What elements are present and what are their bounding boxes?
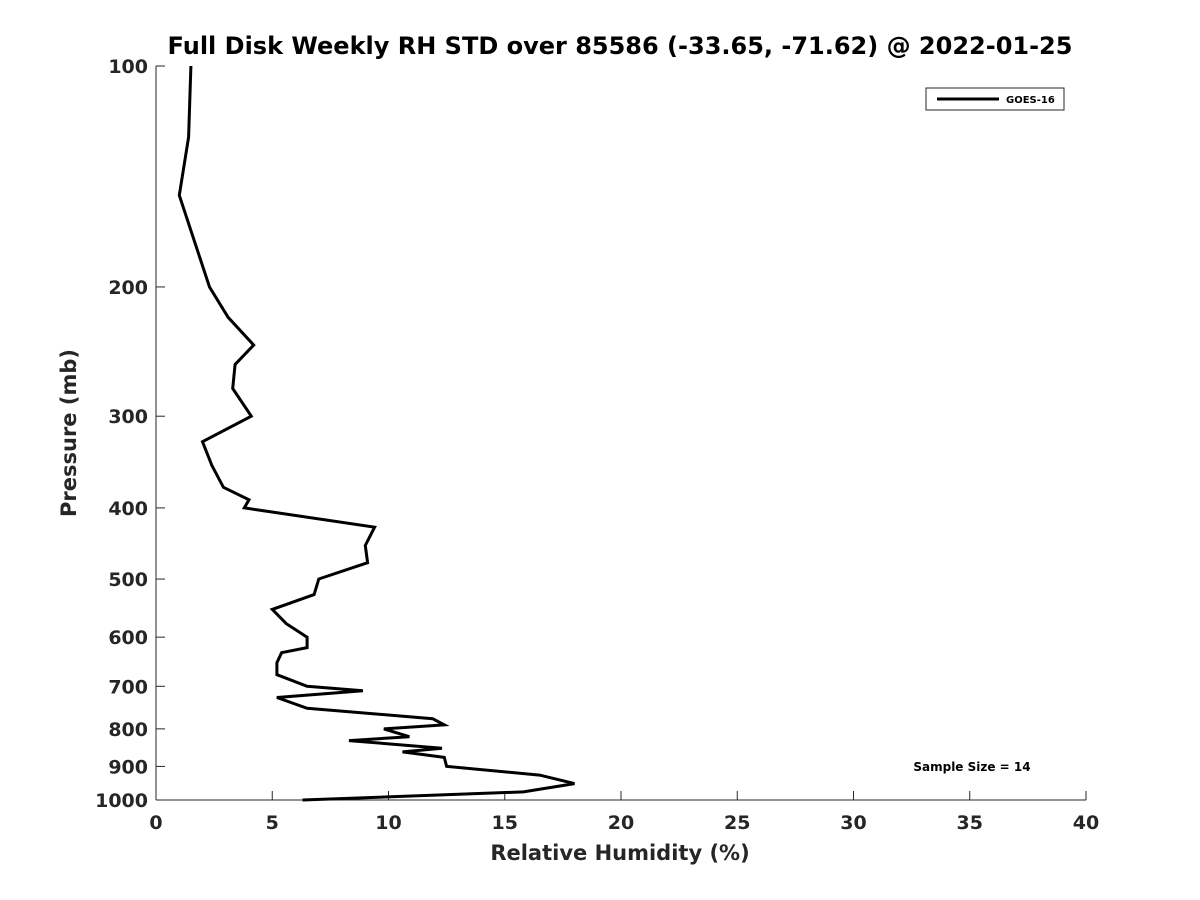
y-tick-label: 700: [108, 676, 148, 698]
x-axis-ticks: 0 5 10 15 20 25 30 35 40: [149, 791, 1099, 834]
y-axis-label: Pressure (mb): [57, 349, 81, 517]
x-tick-label: 35: [957, 812, 983, 834]
y-tick-label: 200: [108, 277, 148, 299]
y-tick-label: 300: [108, 406, 148, 428]
x-tick-label: 10: [375, 812, 401, 834]
y-tick-label: 900: [108, 756, 148, 778]
y-tick-label: 400: [108, 498, 148, 520]
y-tick-label: 600: [108, 627, 148, 649]
y-tick-label: 500: [108, 569, 148, 591]
series-layer: [177, 65, 575, 802]
y-tick-label: 100: [108, 56, 148, 78]
x-tick-label: 5: [266, 812, 279, 834]
x-axis-label: Relative Humidity (%): [490, 841, 749, 865]
x-tick-label: 15: [492, 812, 518, 834]
y-tick-label: 1000: [95, 790, 148, 812]
x-tick-label: 20: [608, 812, 634, 834]
legend-label-goes-16: GOES-16: [1006, 95, 1055, 106]
sample-size-annotation: Sample Size = 14: [913, 760, 1030, 774]
chart-title: Full Disk Weekly RH STD over 85586 (-33.…: [168, 32, 1073, 60]
x-tick-label: 0: [149, 812, 162, 834]
y-tick-label: 800: [108, 719, 148, 741]
x-tick-label: 40: [1073, 812, 1099, 834]
y-axis-ticks: 100 200 300 400 500 600 700 800 900 1000: [95, 56, 165, 812]
x-tick-label: 25: [724, 812, 750, 834]
x-tick-label: 30: [840, 812, 866, 834]
series-line-goes-16: [177, 65, 575, 802]
legend: GOES-16: [925, 87, 1065, 111]
